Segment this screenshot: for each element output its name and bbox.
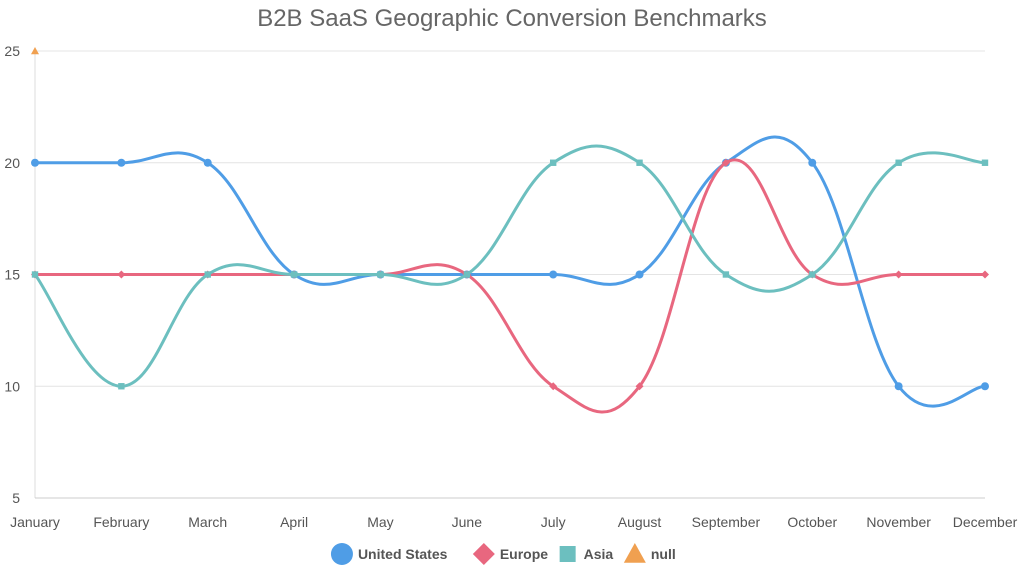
- x-tick-label: September: [692, 514, 761, 530]
- data-point: [894, 270, 903, 279]
- data-point: [203, 158, 212, 167]
- y-tick-label: 25: [4, 43, 20, 59]
- legend-square-icon: [559, 546, 576, 562]
- data-point: [204, 271, 211, 278]
- data-point: [549, 270, 558, 279]
- legend-diamond-icon: [472, 543, 495, 565]
- data-point: [117, 270, 126, 279]
- data-point: [549, 382, 558, 391]
- data-point: [31, 47, 39, 55]
- x-tick-label: March: [188, 514, 227, 530]
- series-line-asia: [33, 144, 986, 388]
- y-tick-label: 20: [4, 155, 20, 171]
- data-point: [635, 382, 644, 391]
- data-point: [981, 382, 989, 391]
- x-tick-label: October: [787, 514, 837, 530]
- x-tick-label: August: [618, 514, 662, 530]
- y-tick-label: 10: [4, 378, 20, 394]
- data-point: [981, 159, 989, 166]
- data-point: [549, 159, 557, 166]
- x-tick-label: February: [93, 514, 149, 530]
- data-point: [808, 158, 817, 167]
- data-point: [31, 158, 39, 167]
- data-point: [117, 158, 126, 167]
- data-point: [635, 270, 644, 279]
- y-tick-label: 5: [12, 490, 20, 506]
- legend-triangle-icon: [623, 543, 646, 563]
- x-tick-label: April: [280, 514, 308, 530]
- legend-label[interactable]: Asia: [584, 546, 614, 562]
- data-point: [895, 159, 902, 166]
- data-point: [722, 271, 730, 278]
- x-tick-label: May: [367, 514, 393, 530]
- data-point: [636, 159, 643, 166]
- legend-label[interactable]: null: [651, 546, 676, 562]
- data-point: [981, 270, 989, 279]
- data-point: [377, 271, 384, 278]
- x-tick-label: July: [541, 514, 566, 530]
- series-line-united-states: [34, 135, 986, 408]
- data-point: [463, 271, 471, 278]
- x-tick-label: January: [10, 514, 60, 530]
- x-tick-label: June: [452, 514, 483, 530]
- data-point: [721, 158, 730, 167]
- x-tick-label: November: [866, 514, 931, 530]
- legend-circle-icon: [330, 543, 353, 565]
- data-point: [894, 382, 903, 391]
- series-line-europe: [35, 158, 985, 414]
- x-tick-label: December: [953, 514, 1018, 530]
- y-tick-label: 15: [4, 267, 20, 283]
- data-point: [809, 271, 816, 278]
- legend-label[interactable]: Europe: [500, 546, 548, 562]
- data-point: [118, 383, 125, 390]
- data-point: [31, 271, 39, 278]
- data-point: [290, 271, 298, 278]
- legend-label[interactable]: United States: [358, 546, 448, 562]
- chart-title: B2B SaaS Geographic Conversion Benchmark…: [257, 5, 767, 32]
